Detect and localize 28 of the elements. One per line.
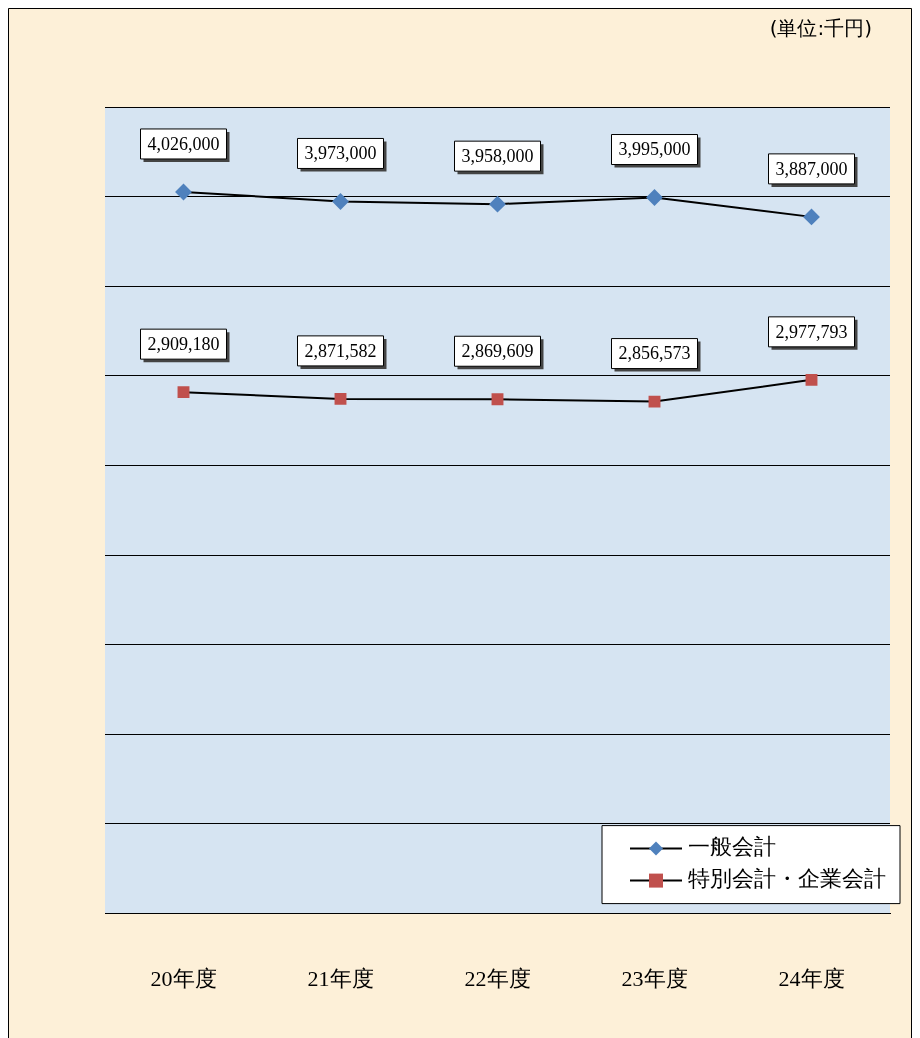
data-label: 3,887,000 [775, 158, 848, 179]
chart-subtitle: (単位:千円) [769, 16, 872, 41]
point [334, 392, 347, 405]
data-label: 2,856,573 [618, 343, 691, 364]
point [805, 373, 818, 386]
point [177, 386, 190, 399]
data-label: 4,026,000 [147, 133, 220, 154]
point [648, 395, 661, 408]
data-label: 3,973,000 [304, 143, 377, 164]
point [175, 183, 192, 200]
x-tick-label: 24年度 [778, 965, 845, 991]
point [646, 189, 663, 206]
x-tick-label: 23年度 [621, 965, 688, 991]
point [491, 393, 504, 406]
legend-label: 一般会計 [688, 834, 776, 860]
data-label: 2,869,609 [461, 340, 534, 361]
data-label: 3,995,000 [618, 139, 691, 160]
x-tick-label: 22年度 [464, 965, 531, 991]
point [332, 193, 349, 210]
data-label: 2,977,793 [775, 321, 848, 342]
data-label: 2,871,582 [304, 340, 377, 361]
data-label: 3,958,000 [461, 145, 534, 166]
point [489, 196, 506, 213]
data-label: 2,909,180 [147, 333, 220, 354]
point [803, 208, 820, 225]
x-tick-label: 21年度 [307, 965, 374, 991]
x-tick-label: 20年度 [150, 965, 217, 991]
legend-label: 特別会計・企業会計 [688, 866, 886, 892]
